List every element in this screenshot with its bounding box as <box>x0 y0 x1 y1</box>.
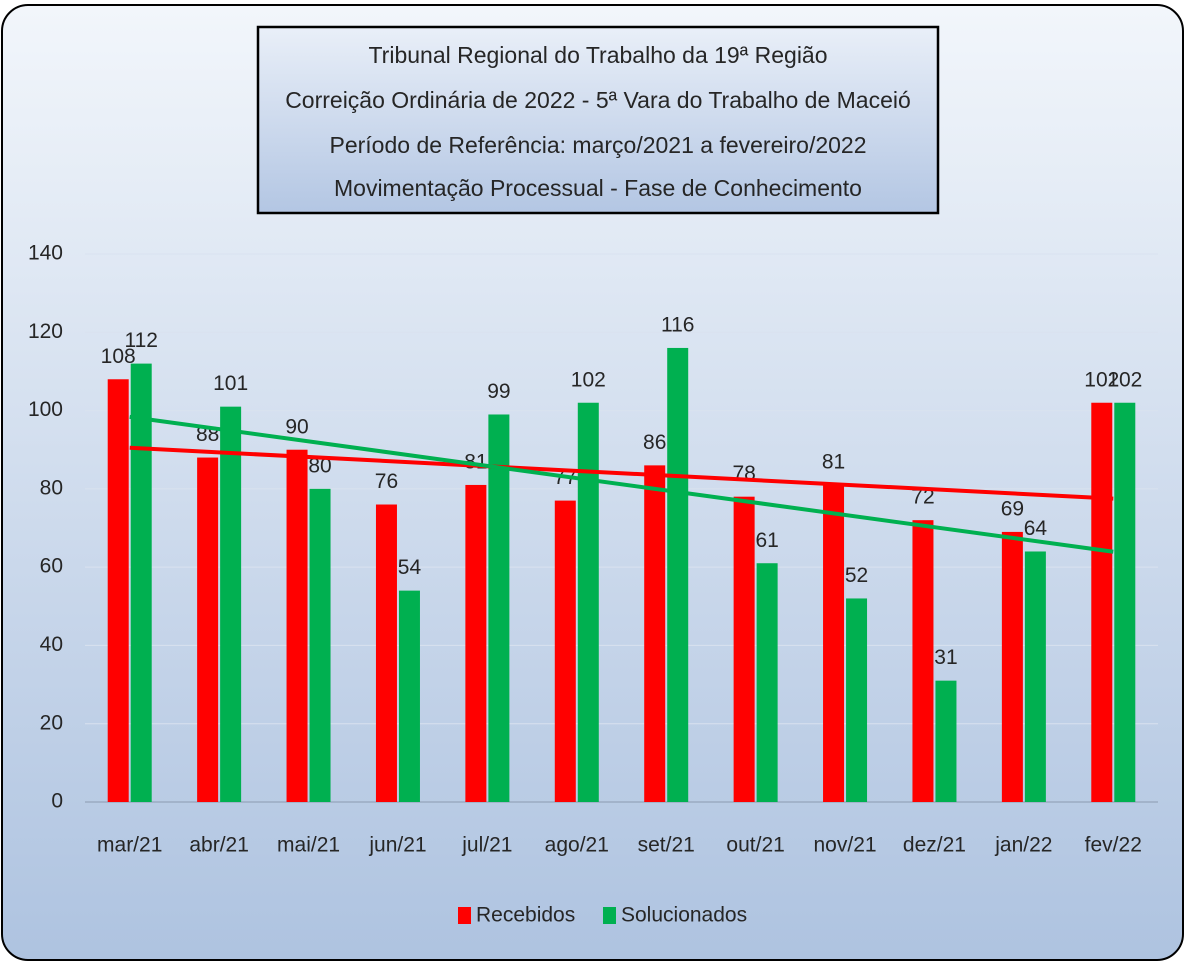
y-tick-label: 40 <box>40 633 63 656</box>
bar <box>1114 402 1136 802</box>
trend-line <box>129 414 1114 554</box>
y-tick-label: 80 <box>40 476 63 499</box>
data-label: 81 <box>822 450 845 473</box>
data-label: 61 <box>755 529 778 552</box>
bar <box>220 406 242 802</box>
data-label: 112 <box>124 329 157 352</box>
data-label: 102 <box>1084 368 1119 391</box>
bar <box>130 363 152 802</box>
bar <box>375 504 397 802</box>
title-box <box>256 25 940 215</box>
bar <box>756 563 778 802</box>
y-tick-label: 20 <box>40 711 63 734</box>
bar <box>107 379 129 802</box>
x-tick-label: nov/21 <box>814 834 877 857</box>
bar <box>1001 531 1023 802</box>
legend-label: Solucionados <box>621 904 747 927</box>
bar <box>1024 551 1046 802</box>
chart-title: Período de Referência: março/2021 a feve… <box>330 132 867 158</box>
data-label: 54 <box>398 556 422 579</box>
chart-title: Tribunal Regional do Trabalho da 19ª Reg… <box>368 42 827 68</box>
bar <box>823 484 845 802</box>
legend-swatch <box>458 907 471 924</box>
data-label: 31 <box>934 646 957 669</box>
x-tick-label: ago/21 <box>545 834 609 857</box>
data-label: 72 <box>911 486 934 509</box>
x-tick-label: mar/21 <box>97 834 162 857</box>
bar <box>912 520 934 802</box>
data-label: 116 <box>661 313 694 336</box>
legend-label: Recebidos <box>476 904 575 927</box>
data-label: 76 <box>375 470 398 493</box>
x-tick-label: fev/22 <box>1085 834 1142 857</box>
bar <box>644 465 666 802</box>
bar <box>846 598 868 802</box>
data-label: 80 <box>308 454 331 477</box>
data-label: 102 <box>571 368 606 391</box>
bar <box>465 484 487 802</box>
bar <box>197 457 219 802</box>
data-label: 69 <box>1001 497 1024 520</box>
bar <box>309 488 331 802</box>
y-tick-label: 100 <box>28 398 63 421</box>
bar <box>398 590 420 802</box>
trend-line <box>129 445 1114 501</box>
data-label: 90 <box>285 415 308 438</box>
bar <box>577 402 599 802</box>
data-label: 64 <box>1024 517 1048 540</box>
x-tick-label: abr/21 <box>189 834 249 857</box>
x-tick-label: set/21 <box>638 834 695 857</box>
y-tick-label: 0 <box>51 790 63 813</box>
data-label: 99 <box>487 380 510 403</box>
x-tick-label: dez/21 <box>903 834 966 857</box>
x-tick-label: jun/21 <box>368 834 426 857</box>
y-tick-label: 140 <box>28 242 63 265</box>
bar <box>667 347 689 802</box>
bar <box>488 414 510 802</box>
chart-title: Movimentação Processual - Fase de Conhec… <box>334 175 862 201</box>
data-label: 108 <box>101 345 136 368</box>
x-tick-label: out/21 <box>726 834 784 857</box>
data-label: 86 <box>643 431 666 454</box>
data-label: 102 <box>1107 368 1142 391</box>
chart-title: Correição Ordinária de 2022 - 5ª Vara do… <box>285 87 911 113</box>
title-group: Tribunal Regional do Trabalho da 19ª Reg… <box>285 42 911 201</box>
data-label: 52 <box>845 564 868 587</box>
x-tick-label: jan/22 <box>994 834 1052 857</box>
x-tick-label: mai/21 <box>277 834 340 857</box>
bar <box>554 500 576 802</box>
x-tick-label: jul/21 <box>461 834 512 857</box>
y-tick-label: 60 <box>40 555 63 578</box>
legend-swatch <box>603 907 616 924</box>
y-tick-label: 120 <box>28 320 63 343</box>
bar <box>733 496 755 802</box>
bar <box>1091 402 1113 802</box>
data-label: 101 <box>213 372 248 395</box>
bar <box>935 680 957 802</box>
bar <box>286 449 308 802</box>
